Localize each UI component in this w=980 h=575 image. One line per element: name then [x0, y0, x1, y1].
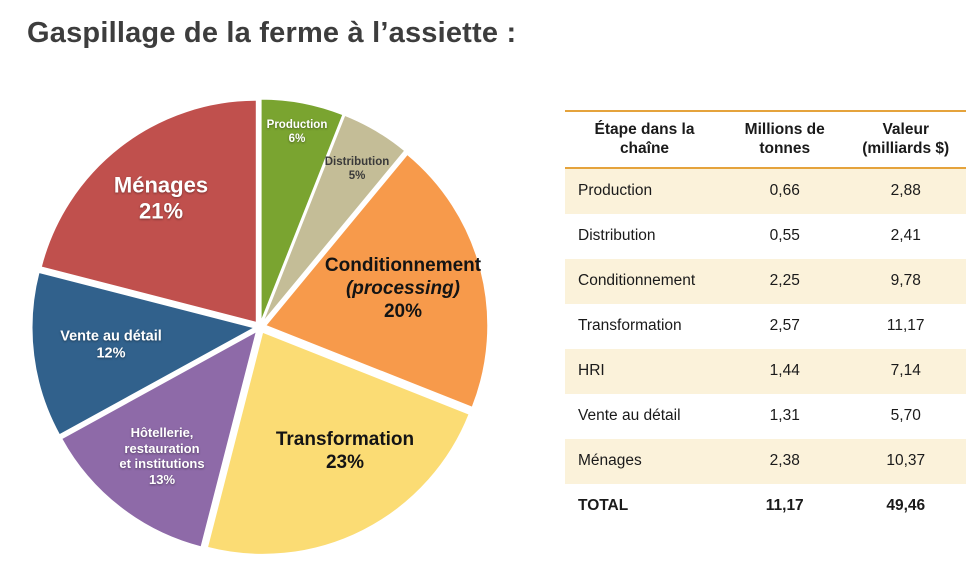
- cell-valeur: 49,46: [886, 497, 926, 515]
- cell-stage: Distribution: [578, 227, 656, 245]
- cell-valeur: 9,78: [890, 272, 921, 290]
- pie-label-line: 20%: [383, 300, 423, 322]
- col-header-valeur: Valeur (milliards $): [845, 111, 966, 168]
- table-row-5: Vente au détail 1,31 5,70: [565, 394, 966, 439]
- pie-label-line: Hôtellerie,: [130, 424, 194, 440]
- cell-tonnes: 1,44: [769, 362, 800, 380]
- pie-label-line: (processing): [345, 277, 461, 299]
- cell-tonnes: 0,66: [769, 182, 800, 200]
- pie-slice-1: [262, 114, 406, 323]
- cell-stage: Ménages: [578, 452, 642, 470]
- col-header-etape: Étape dans la chaîne: [565, 111, 724, 168]
- pie-label-line: Conditionnement: [324, 254, 482, 276]
- cell-tonnes: 11,17: [765, 497, 804, 515]
- cell-valeur: 2,88: [890, 182, 921, 200]
- cell-tonnes: 2,57: [769, 317, 800, 335]
- pie-label-line: 5%: [348, 170, 366, 182]
- cell-tonnes: 0,55: [769, 227, 800, 245]
- table-header-row: Étape dans la chaîne Millions de tonnes …: [565, 111, 966, 168]
- cell-stage: Transformation: [578, 317, 682, 335]
- cell-tonnes: 1,31: [769, 407, 800, 425]
- pie-label-line: Transformation: [275, 429, 415, 451]
- table-row-2: Conditionnement 2,25 9,78: [565, 258, 966, 304]
- table-row-6: Ménages 2,38 10,37: [565, 438, 966, 484]
- cell-stage: HRI: [578, 362, 605, 380]
- pie-slice-6: [40, 99, 257, 323]
- pie-label-line: restauration: [124, 440, 200, 456]
- table-row-4: HRI 1,44 7,14: [565, 348, 966, 394]
- pie-label-0: Production 6%: [267, 119, 328, 147]
- cell-stage: TOTAL: [578, 497, 629, 515]
- col-header-tonnes: Millions de tonnes: [724, 111, 846, 168]
- cell-valeur: 7,14: [890, 362, 921, 380]
- cell-valeur: 2,41: [890, 227, 921, 245]
- pie-slice-4: [61, 330, 258, 548]
- cell-tonnes: 2,25: [769, 272, 800, 290]
- pie-label-line: Production: [266, 119, 328, 132]
- cell-stage: Production: [578, 182, 653, 200]
- data-table: Étape dans la chaîne Millions de tonnes …: [565, 110, 966, 529]
- pie-label-line: 13%: [148, 471, 176, 487]
- cell-stage: Vente au détail: [578, 407, 681, 425]
- pie-label-1: Distribution 5%: [325, 156, 390, 184]
- data-table-container: Étape dans la chaîne Millions de tonnes …: [565, 110, 966, 529]
- pie-label-line: Distribution: [324, 156, 390, 169]
- cell-valeur: 11,17: [886, 317, 925, 335]
- pie-slice-0: [260, 98, 344, 322]
- cell-valeur: 5,70: [890, 407, 921, 425]
- page-title: Gaspillage de la ferme à l’assiette :: [27, 17, 517, 49]
- pie-label-line: 23%: [325, 452, 365, 473]
- table-row-7: TOTAL 11,17 49,46: [565, 484, 966, 529]
- pie-label-4: Hôtellerie, restauration et institutions 13…: [119, 425, 204, 487]
- pie-slice-5: [31, 271, 256, 436]
- table-row-3: Transformation 2,57 11,17: [565, 304, 966, 349]
- table-row-1: Distribution 0,55 2,41: [565, 214, 966, 259]
- pie-label-6: Ménages 21%: [114, 173, 208, 226]
- table-row-0: Production 0,66 2,88: [565, 167, 966, 214]
- table-header: Étape dans la chaîne Millions de tonnes …: [565, 111, 966, 168]
- cell-tonnes: 2,38: [769, 452, 800, 470]
- pie-slice-2: [264, 153, 489, 408]
- pie-label-line: Vente au détail: [60, 328, 162, 345]
- cell-stage: Conditionnement: [578, 272, 696, 290]
- pie-label-5: Vente au détail 12%: [60, 329, 162, 364]
- table-body: Production 0,66 2,88 Distribution 0,55 2,41 Co…: [565, 167, 966, 529]
- pie-label-3: Transformation 23%: [276, 429, 414, 475]
- pie-label-line: 21%: [138, 199, 184, 224]
- pie-label-line: Ménages: [113, 172, 209, 198]
- pie-label-line: 12%: [96, 346, 126, 362]
- pie-slice-3: [206, 331, 470, 555]
- cell-valeur: 10,37: [886, 452, 926, 470]
- pie-label-line: 6%: [288, 133, 306, 145]
- pie-label-line: et institutions: [119, 456, 205, 471]
- pie-label-2: Conditionnement (processing) 20%: [325, 255, 481, 323]
